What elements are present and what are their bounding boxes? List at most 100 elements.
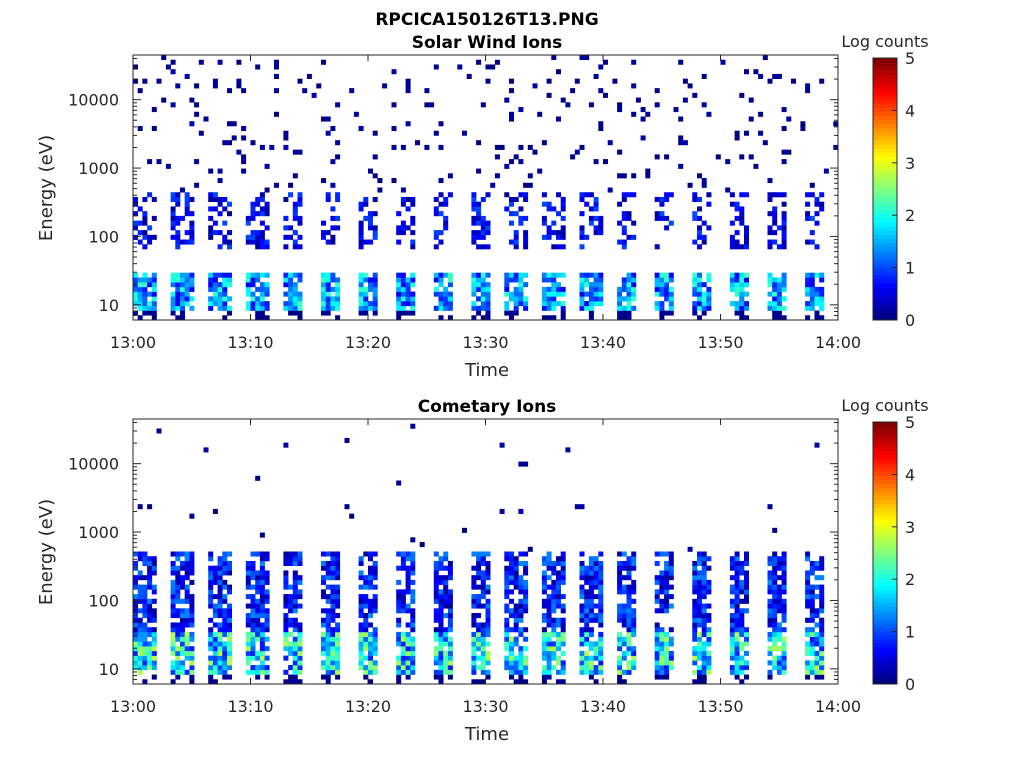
spectrogram-cell xyxy=(588,296,594,302)
spectrogram-cell xyxy=(180,660,185,666)
spectrogram-cell xyxy=(480,650,486,656)
spectrogram-cell xyxy=(617,102,623,108)
spectrogram-cell xyxy=(438,650,444,656)
spectrogram-cell xyxy=(372,154,378,160)
spectrogram-cell xyxy=(772,527,778,533)
spectrogram-cell xyxy=(593,565,599,571)
spectrogram-cell xyxy=(654,560,660,566)
spectrogram-cell xyxy=(250,570,256,576)
spectrogram-cell xyxy=(767,277,773,283)
spectrogram-cell xyxy=(189,220,195,226)
spectrogram-cell xyxy=(480,646,486,652)
spectrogram-cell xyxy=(697,646,702,652)
spectrogram-cell xyxy=(588,301,594,307)
spectrogram-cell xyxy=(603,59,608,65)
spectrogram-cell xyxy=(142,594,148,600)
spectrogram-cell xyxy=(744,315,749,321)
spectrogram-cell xyxy=(222,631,228,637)
spectrogram-cell xyxy=(147,225,153,231)
spectrogram-cell xyxy=(767,646,773,652)
spectrogram-cell xyxy=(560,201,566,207)
spectrogram-cell xyxy=(480,301,486,307)
spectrogram-cell xyxy=(509,272,514,278)
spectrogram-cell xyxy=(781,598,787,604)
spectrogram-cell xyxy=(259,598,265,604)
spectrogram-cell xyxy=(147,310,153,316)
spectrogram-cell xyxy=(701,220,707,226)
spectrogram-cell xyxy=(523,584,529,590)
spectrogram-cell xyxy=(151,608,157,614)
spectrogram-cell xyxy=(396,211,402,217)
spectrogram-cell xyxy=(551,296,557,302)
colorbar-tick-label: 1 xyxy=(905,623,915,642)
colorbar-tick-label: 5 xyxy=(905,49,915,68)
spectrogram-cell xyxy=(626,598,632,604)
spectrogram-cell xyxy=(668,655,674,661)
spectrogram-cell xyxy=(687,182,693,188)
spectrogram-cell xyxy=(781,244,787,250)
spectrogram-cell xyxy=(438,192,444,198)
spectrogram-cell xyxy=(551,617,557,623)
spectrogram-cell xyxy=(617,565,623,571)
colorbar-label: Log counts xyxy=(841,32,928,51)
spectrogram-cell xyxy=(509,111,514,117)
spectrogram-cell xyxy=(368,305,373,311)
spectrogram-cell xyxy=(598,575,604,581)
spectrogram-cell xyxy=(776,598,782,604)
spectrogram-cell xyxy=(556,603,561,609)
spectrogram-cell xyxy=(142,598,148,604)
spectrogram-cell xyxy=(255,272,261,278)
spectrogram-cell xyxy=(133,598,138,604)
spectrogram-cell xyxy=(518,631,524,637)
spectrogram-cell xyxy=(321,646,326,652)
spectrogram-cell xyxy=(805,579,811,585)
spectrogram-cell xyxy=(438,239,444,245)
colorbar-segment xyxy=(873,679,897,685)
spectrogram-cell xyxy=(217,613,223,619)
spectrogram-cell xyxy=(668,277,674,283)
spectrogram-cell xyxy=(353,111,359,117)
colorbar-segment xyxy=(873,307,897,313)
spectrogram-cell xyxy=(283,679,289,685)
spectrogram-cell xyxy=(819,286,825,292)
colorbar-segment xyxy=(873,438,897,443)
y-axis-label: Energy (eV) xyxy=(36,135,57,241)
spectrogram-cell xyxy=(212,622,218,628)
spectrogram-cell xyxy=(781,107,787,113)
spectrogram-cell xyxy=(758,111,764,117)
spectrogram-cell xyxy=(283,584,289,590)
spectrogram-cell xyxy=(410,551,416,557)
spectrogram-cell xyxy=(175,220,181,226)
spectrogram-cell xyxy=(579,244,585,250)
spectrogram-cell xyxy=(753,69,759,75)
spectrogram-cell xyxy=(283,579,289,585)
spectrogram-cell xyxy=(819,665,825,671)
spectrogram-cell xyxy=(325,650,331,656)
spectrogram-cell xyxy=(560,575,566,581)
spectrogram-cell xyxy=(664,665,670,671)
spectrogram-cell xyxy=(678,135,684,141)
spectrogram-cell xyxy=(560,603,566,609)
spectrogram-cell xyxy=(518,627,524,633)
spectrogram-cell xyxy=(217,244,223,250)
spectrogram-cell xyxy=(133,310,138,316)
spectrogram-cell xyxy=(330,206,336,212)
spectrogram-cell xyxy=(480,660,486,666)
spectrogram-cell xyxy=(588,655,594,661)
spectrogram-cell xyxy=(734,603,740,609)
spectrogram-cell xyxy=(443,669,449,675)
spectrogram-cell xyxy=(584,598,590,604)
spectrogram-cell xyxy=(405,575,411,581)
spectrogram-cell xyxy=(368,584,373,590)
spectrogram-cell xyxy=(443,603,449,609)
spectrogram-cell xyxy=(133,196,138,202)
spectrogram-cell xyxy=(480,291,486,297)
spectrogram-cell xyxy=(476,277,482,283)
spectrogram-cell xyxy=(405,301,411,307)
spectrogram-cell xyxy=(767,613,773,619)
spectrogram-cell xyxy=(405,650,411,656)
spectrogram-cell xyxy=(330,556,336,562)
spectrogram-cell xyxy=(744,627,749,633)
spectrogram-cell xyxy=(189,570,195,576)
